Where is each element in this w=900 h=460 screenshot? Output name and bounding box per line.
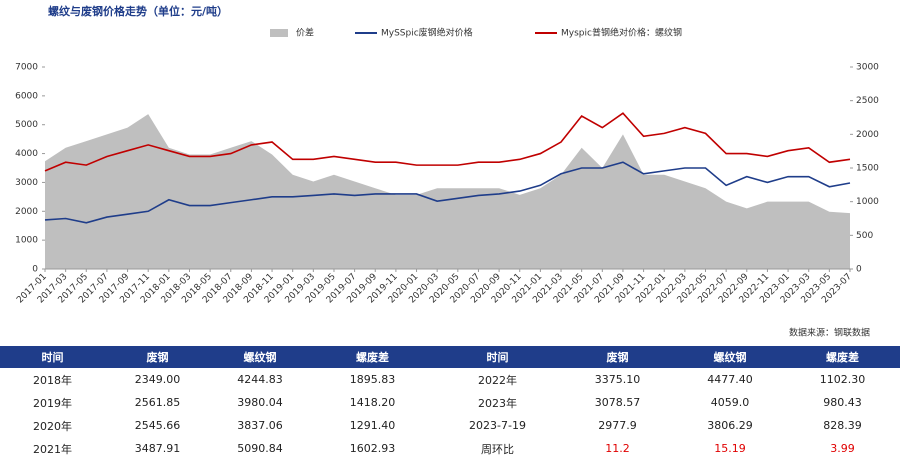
- table-cell: 3806.29: [707, 419, 753, 432]
- legend-label: Myspic普钢绝对价格：螺纹钢: [561, 27, 682, 39]
- table-cell: 4244.83: [237, 373, 283, 386]
- table-cell: 2545.66: [134, 419, 181, 432]
- y-tick-label: 6000: [15, 91, 38, 101]
- table-cell: 1895.83: [349, 373, 396, 386]
- header-cell: 螺废差: [785, 346, 900, 368]
- chart: 螺纹与废钢价格走势（单位：元/吨） 数据来源：钢联数据 0 1000 2000 300…: [15, 4, 879, 339]
- table-cell: 2019年: [33, 396, 72, 410]
- header-cell: 时间: [0, 346, 105, 368]
- table-cell: 1418.20: [349, 396, 396, 409]
- legend-label: 价差: [296, 27, 314, 39]
- y2-tick-label: 3000: [856, 63, 879, 73]
- y2-tick-label: 1000: [856, 197, 879, 207]
- table-cell: 828.39: [823, 419, 862, 432]
- table-cell: 15.19: [714, 442, 746, 455]
- y-tick-label: 2000: [15, 207, 38, 217]
- area: [45, 114, 850, 269]
- header-cell: 螺纹钢: [210, 346, 310, 368]
- y2-tick-label: 0: [856, 265, 862, 275]
- header-cell: 时间: [435, 346, 560, 368]
- legend-swatch: [270, 29, 288, 37]
- source-note: 数据来源：钢联数据: [789, 327, 870, 339]
- table-cell: 3078.57: [594, 396, 641, 409]
- summary-table: 时间 废钢 螺纹钢 螺废差 时间 废钢 螺纹钢 螺废差 2018年 2349.00 4244.83…: [0, 346, 900, 460]
- table-cell: 1102.30: [819, 373, 866, 386]
- table-cell: 1602.93: [349, 442, 396, 455]
- table-cell: 3980.04: [237, 396, 283, 409]
- y-tick-label: 7000: [15, 63, 38, 73]
- line: [44, 161, 851, 224]
- table-cell: 周环比: [481, 442, 514, 456]
- header-cell: 废钢: [560, 346, 675, 368]
- y2-tick-label: 500: [856, 231, 873, 241]
- table-cell: 2023-7-19: [469, 419, 526, 432]
- y-tick-label: 5000: [15, 120, 38, 130]
- header-cell: 废钢: [105, 346, 210, 368]
- header-row: 时间 废钢 螺纹钢 螺废差 时间 废钢 螺纹钢 螺废差: [0, 346, 900, 368]
- table-cell: 980.43: [823, 396, 862, 409]
- y2-tick-label: 1500: [856, 164, 879, 174]
- table-row: 2019年 2561.85 3980.04 1418.20 2023年 3078.57 40…: [0, 391, 900, 414]
- table-cell: 3.99: [830, 442, 855, 455]
- y2-tick-label: 2500: [856, 96, 879, 106]
- table-cell: 2023年: [478, 396, 517, 410]
- y-tick-label: 4000: [15, 149, 38, 159]
- table-cell: 3375.10: [594, 373, 641, 386]
- table-body: 2018年 2349.00 4244.83 1895.83 2022年 3375.10 44…: [0, 368, 900, 460]
- table-cell: 4059.0: [710, 396, 750, 409]
- table-cell: 2020年: [33, 419, 72, 433]
- y-tick-label: 3000: [15, 178, 38, 188]
- table-cell: 2349.00: [134, 373, 181, 386]
- table-cell: 2018年: [33, 373, 72, 387]
- y-tick-label: 1000: [15, 236, 38, 246]
- table-cell: 4477.40: [707, 373, 753, 386]
- table-cell: 2022年: [478, 373, 517, 387]
- table-row: 2018年 2349.00 4244.83 1895.83 2022年 3375.10 44…: [0, 368, 900, 391]
- table-cell: 2977.9: [598, 419, 637, 432]
- table-cell: 2021年: [33, 442, 72, 456]
- table-row: 2020年 2545.66 3837.06 1291.40 2023-7-19 2977.…: [0, 414, 900, 437]
- y-tick-label: 0: [32, 265, 38, 275]
- legend-label: MySSpic废钢绝对价格: [381, 27, 473, 39]
- y2-tick-label: 2000: [856, 130, 879, 140]
- table-cell: 3487.91: [134, 442, 181, 455]
- table-cell: 2561.85: [134, 396, 181, 409]
- chart-title: 螺纹与废钢价格走势（单位：元/吨）: [48, 4, 228, 18]
- line: [44, 112, 851, 172]
- table-cell: 11.2: [605, 442, 630, 455]
- header-cell: 螺废差: [310, 346, 435, 368]
- table-cell: 1291.40: [349, 419, 396, 432]
- header-cell: 螺纹钢: [675, 346, 785, 368]
- table-cell: 5090.84: [237, 442, 283, 455]
- table-cell: 3837.06: [237, 419, 283, 432]
- table-row: 2021年 3487.91 5090.84 1602.93 周环比 11.2 15.19 3.…: [0, 437, 900, 460]
